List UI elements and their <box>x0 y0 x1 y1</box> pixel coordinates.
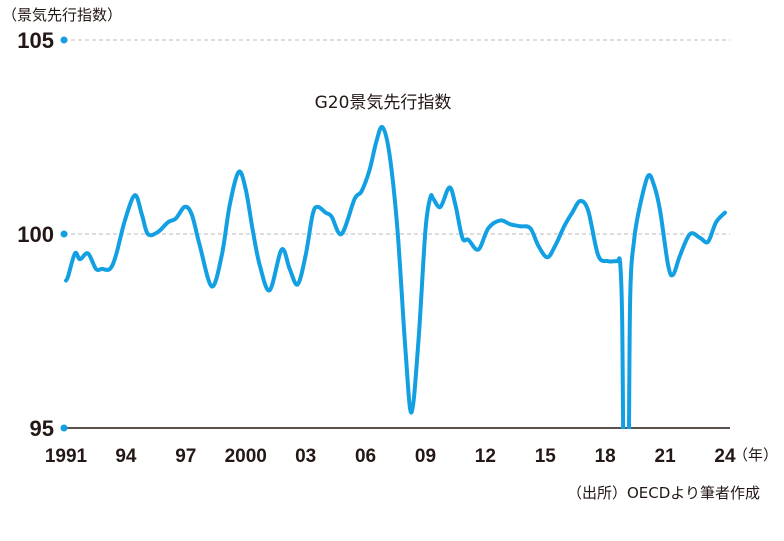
chart-title: G20景気先行指数 <box>315 93 452 113</box>
y-tick-dot <box>60 36 68 44</box>
x-tick-label: 06 <box>355 446 376 467</box>
x-tick-label: 97 <box>175 446 196 467</box>
y-tick-label: 95 <box>30 416 54 441</box>
x-tick-label: 12 <box>475 446 496 467</box>
source-note: （出所）OECDより筆者作成 <box>567 484 760 502</box>
x-tick-label: 18 <box>595 446 616 467</box>
x-axis-unit: （年） <box>733 446 778 464</box>
x-tick-label: 2000 <box>225 446 267 467</box>
y-tick-dot <box>60 230 68 238</box>
x-tick-label: 15 <box>535 446 557 467</box>
x-tick-label: 09 <box>415 446 436 467</box>
y-tick-label: 100 <box>17 222 54 247</box>
x-tick-label: 03 <box>295 446 316 467</box>
x-tick-label: 24 <box>714 446 736 467</box>
y-tick-dot <box>60 424 68 432</box>
x-tick-label: 94 <box>115 446 137 467</box>
series-line <box>64 124 727 429</box>
x-tick-label: 1991 <box>45 446 88 467</box>
y-axis-label: （景気先行指数） <box>2 6 122 24</box>
y-tick-label: 105 <box>17 28 54 53</box>
x-tick-label: 21 <box>655 446 677 467</box>
